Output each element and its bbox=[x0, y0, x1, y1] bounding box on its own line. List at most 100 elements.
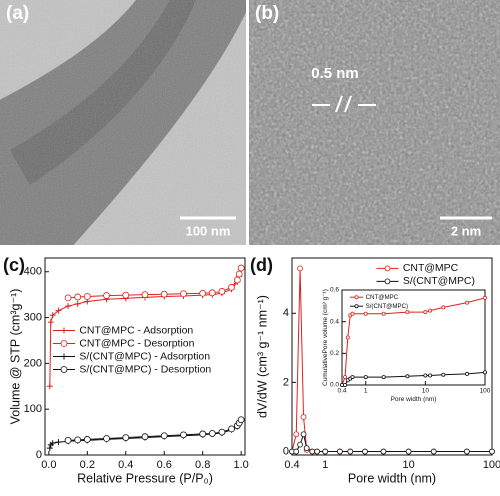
marker bbox=[428, 308, 433, 313]
marker bbox=[141, 291, 149, 299]
x-tick-label: 0.4 bbox=[337, 388, 346, 395]
x-axis-label: Relative Pressure (P/P₀) bbox=[77, 471, 213, 485]
scale-label: 2 nm bbox=[451, 223, 481, 238]
y-axis-label: Volume @ STP (cm³g⁻¹) bbox=[9, 289, 23, 425]
marker bbox=[297, 265, 303, 272]
legend-label: CNT@MPC - Adsorption bbox=[79, 325, 193, 336]
legend-marker bbox=[60, 366, 68, 373]
marker bbox=[405, 448, 412, 455]
legend-marker bbox=[354, 295, 359, 300]
marker bbox=[297, 441, 303, 448]
legend-marker bbox=[60, 340, 68, 347]
y-tick-label: 0.4 bbox=[330, 318, 339, 325]
marker bbox=[363, 375, 368, 380]
marker bbox=[293, 448, 300, 455]
marker bbox=[381, 375, 386, 380]
plot-frame bbox=[341, 289, 486, 386]
marker bbox=[362, 448, 368, 455]
y-axis-label: dV/dW (cm³ g⁻¹ nm⁻¹) bbox=[256, 295, 270, 418]
series-line bbox=[292, 432, 492, 453]
marker bbox=[293, 431, 300, 438]
marker bbox=[347, 448, 354, 455]
marker bbox=[64, 294, 72, 302]
spacing-marker bbox=[312, 95, 376, 113]
tem-image-a: (a) 100 nm bbox=[0, 0, 246, 245]
x-tick-label: 10 bbox=[422, 388, 430, 395]
marker bbox=[381, 311, 386, 316]
marker bbox=[465, 371, 470, 376]
panel-label: (c) bbox=[3, 255, 25, 275]
marker bbox=[180, 431, 187, 439]
y-tick-label: 0.0 bbox=[330, 382, 339, 389]
marker bbox=[122, 291, 130, 299]
marker bbox=[65, 303, 72, 310]
marker bbox=[441, 305, 446, 310]
marker bbox=[228, 283, 235, 291]
marker bbox=[160, 290, 168, 298]
marker bbox=[350, 375, 355, 380]
x-tick-label: 100 bbox=[483, 459, 500, 471]
tem-image-b: (b) 0.5 nm 2 nm bbox=[249, 0, 500, 245]
panel-label: (b) bbox=[255, 3, 279, 24]
scale-label: 100 nm bbox=[186, 223, 231, 238]
y-tick-label: 200 bbox=[24, 357, 42, 369]
marker bbox=[64, 436, 72, 444]
marker bbox=[208, 289, 216, 297]
x-tick-label: 1.0 bbox=[234, 459, 249, 471]
panel-label: (a) bbox=[6, 3, 29, 24]
legend-label: S/(CNT@MPC) - Adsorption bbox=[79, 351, 210, 362]
y-tick-label: 100 bbox=[24, 403, 42, 415]
marker bbox=[303, 445, 310, 451]
x-tick-label: 10 bbox=[402, 459, 414, 471]
marker bbox=[218, 428, 226, 436]
y-tick-label: 0 bbox=[36, 449, 42, 461]
x-tick-label: 100 bbox=[480, 388, 491, 395]
x-tick-label: 0.4 bbox=[118, 459, 133, 471]
marker bbox=[343, 375, 348, 380]
marker bbox=[74, 293, 82, 301]
marker bbox=[103, 292, 110, 299]
marker bbox=[235, 270, 243, 278]
legend-label: CNT@MPC bbox=[366, 294, 399, 301]
x-axis-label: Pore width (nm) bbox=[348, 471, 436, 485]
legend-label: S/(CNT@MPC) bbox=[403, 276, 475, 287]
marker bbox=[314, 448, 321, 455]
marker bbox=[309, 448, 316, 455]
marker bbox=[122, 434, 130, 441]
legend-label: CNT@MPC bbox=[403, 263, 459, 274]
marker bbox=[199, 430, 207, 438]
marker bbox=[228, 425, 235, 433]
x-tick-label: 0.6 bbox=[157, 459, 172, 471]
legend-marker bbox=[61, 327, 67, 334]
marker bbox=[208, 430, 216, 437]
x-axis-label: Pore width (nm) bbox=[391, 396, 437, 403]
marker bbox=[441, 372, 446, 377]
legend-label: S/(CNT@MPC) - Desorption bbox=[79, 364, 211, 375]
annotation: 0.5 nm bbox=[311, 65, 359, 82]
marker bbox=[345, 335, 350, 340]
marker bbox=[363, 311, 368, 316]
y-tick-label: 400 bbox=[24, 266, 42, 278]
y-tick-label: 4 bbox=[283, 307, 289, 319]
y-tick-label: 300 bbox=[24, 311, 42, 323]
marker bbox=[489, 448, 495, 455]
y-tick-label: 0 bbox=[283, 445, 289, 457]
marker bbox=[405, 374, 410, 379]
y-axis-label: CumulativePore volume (cm³ g⁻¹) bbox=[322, 289, 329, 386]
marker bbox=[482, 370, 487, 375]
x-tick-label: 0.0 bbox=[41, 459, 56, 471]
marker bbox=[49, 312, 56, 319]
marker bbox=[465, 300, 470, 305]
marker bbox=[423, 373, 428, 378]
marker bbox=[237, 416, 245, 424]
marker bbox=[141, 433, 149, 441]
y-tick-label: 0.2 bbox=[330, 350, 339, 357]
marker bbox=[83, 293, 91, 300]
legend-marker bbox=[384, 278, 391, 285]
marker bbox=[74, 300, 81, 307]
marker bbox=[336, 448, 343, 455]
marker bbox=[46, 445, 53, 452]
legend-marker bbox=[384, 265, 391, 272]
legend-label: CNT@MPC - Desorption bbox=[79, 338, 194, 349]
